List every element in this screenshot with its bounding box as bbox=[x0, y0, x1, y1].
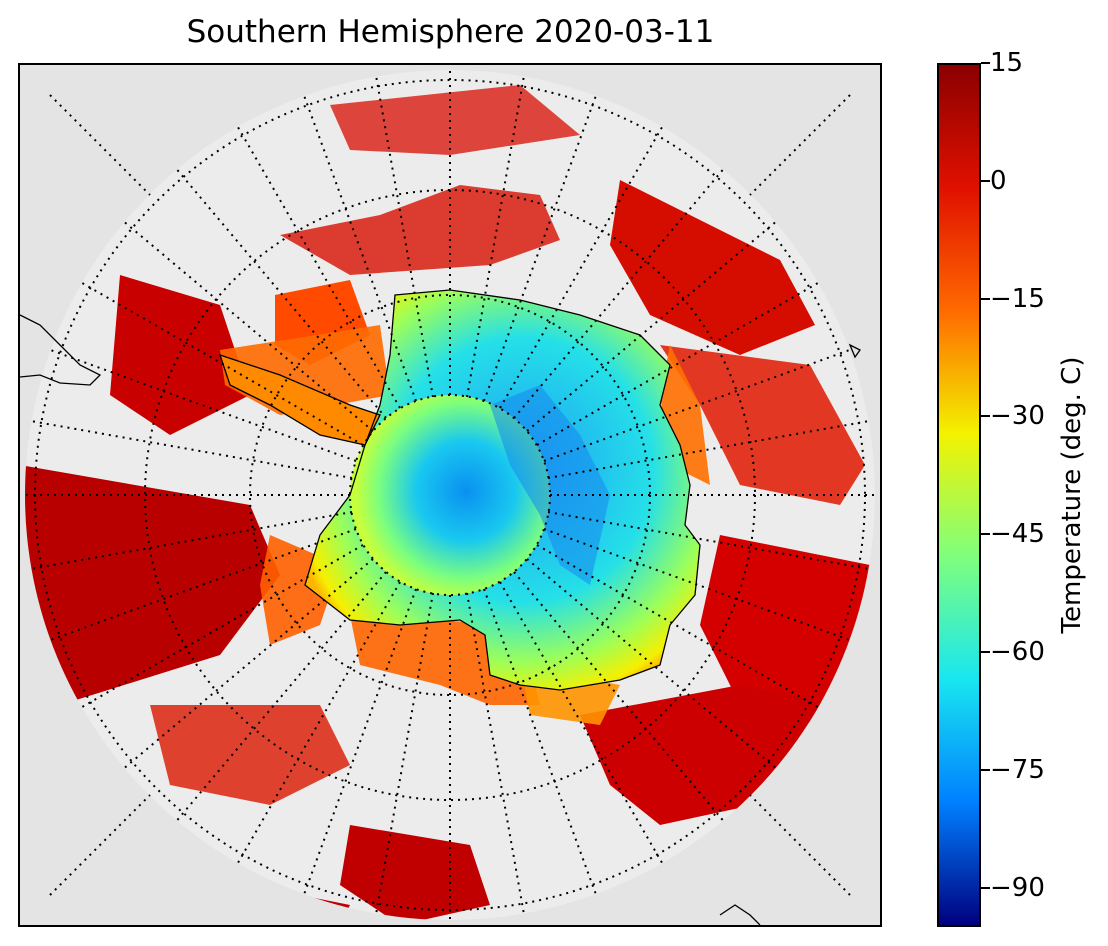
colorbar-tick bbox=[981, 179, 990, 182]
colorbar-tick-label: −45 bbox=[990, 519, 1045, 550]
colorbar-tick bbox=[981, 886, 990, 889]
graticule-corners bbox=[49, 94, 851, 896]
colorbar-tick-label: −15 bbox=[990, 283, 1045, 314]
coastlines bbox=[20, 289, 861, 925]
colorbar-tick-label: −75 bbox=[990, 754, 1045, 785]
colorbar-tick bbox=[981, 768, 990, 771]
colorbar-tick-label: −90 bbox=[990, 872, 1045, 903]
cloud-temperature-field bbox=[25, 70, 875, 920]
coastline-new-zealand bbox=[719, 904, 761, 925]
colorbar-tick-label: 15 bbox=[990, 48, 1024, 78]
colorbar-tick-label: −60 bbox=[990, 637, 1045, 668]
colorbar-tick-label: 0 bbox=[990, 165, 1007, 196]
graticule bbox=[25, 70, 875, 920]
polar-map bbox=[18, 63, 882, 927]
map-title: Southern Hemisphere 2020-03-11 bbox=[186, 14, 715, 50]
coastline-antarctica bbox=[304, 289, 701, 691]
coastline-south-america bbox=[20, 314, 102, 386]
colorbar-tick-label: −30 bbox=[990, 401, 1045, 432]
coastline-island bbox=[848, 343, 861, 359]
colorbar-tick bbox=[981, 415, 990, 418]
colorbar-tick bbox=[981, 651, 990, 654]
colorbar-tick bbox=[981, 533, 990, 536]
colorbar bbox=[937, 63, 981, 927]
colorbar-tick bbox=[981, 297, 990, 300]
colorbar-tick bbox=[981, 62, 990, 64]
map-svg bbox=[20, 70, 875, 925]
coastline-peninsula bbox=[218, 353, 381, 446]
colorbar-label: Temperature (deg. C) bbox=[1057, 356, 1087, 634]
